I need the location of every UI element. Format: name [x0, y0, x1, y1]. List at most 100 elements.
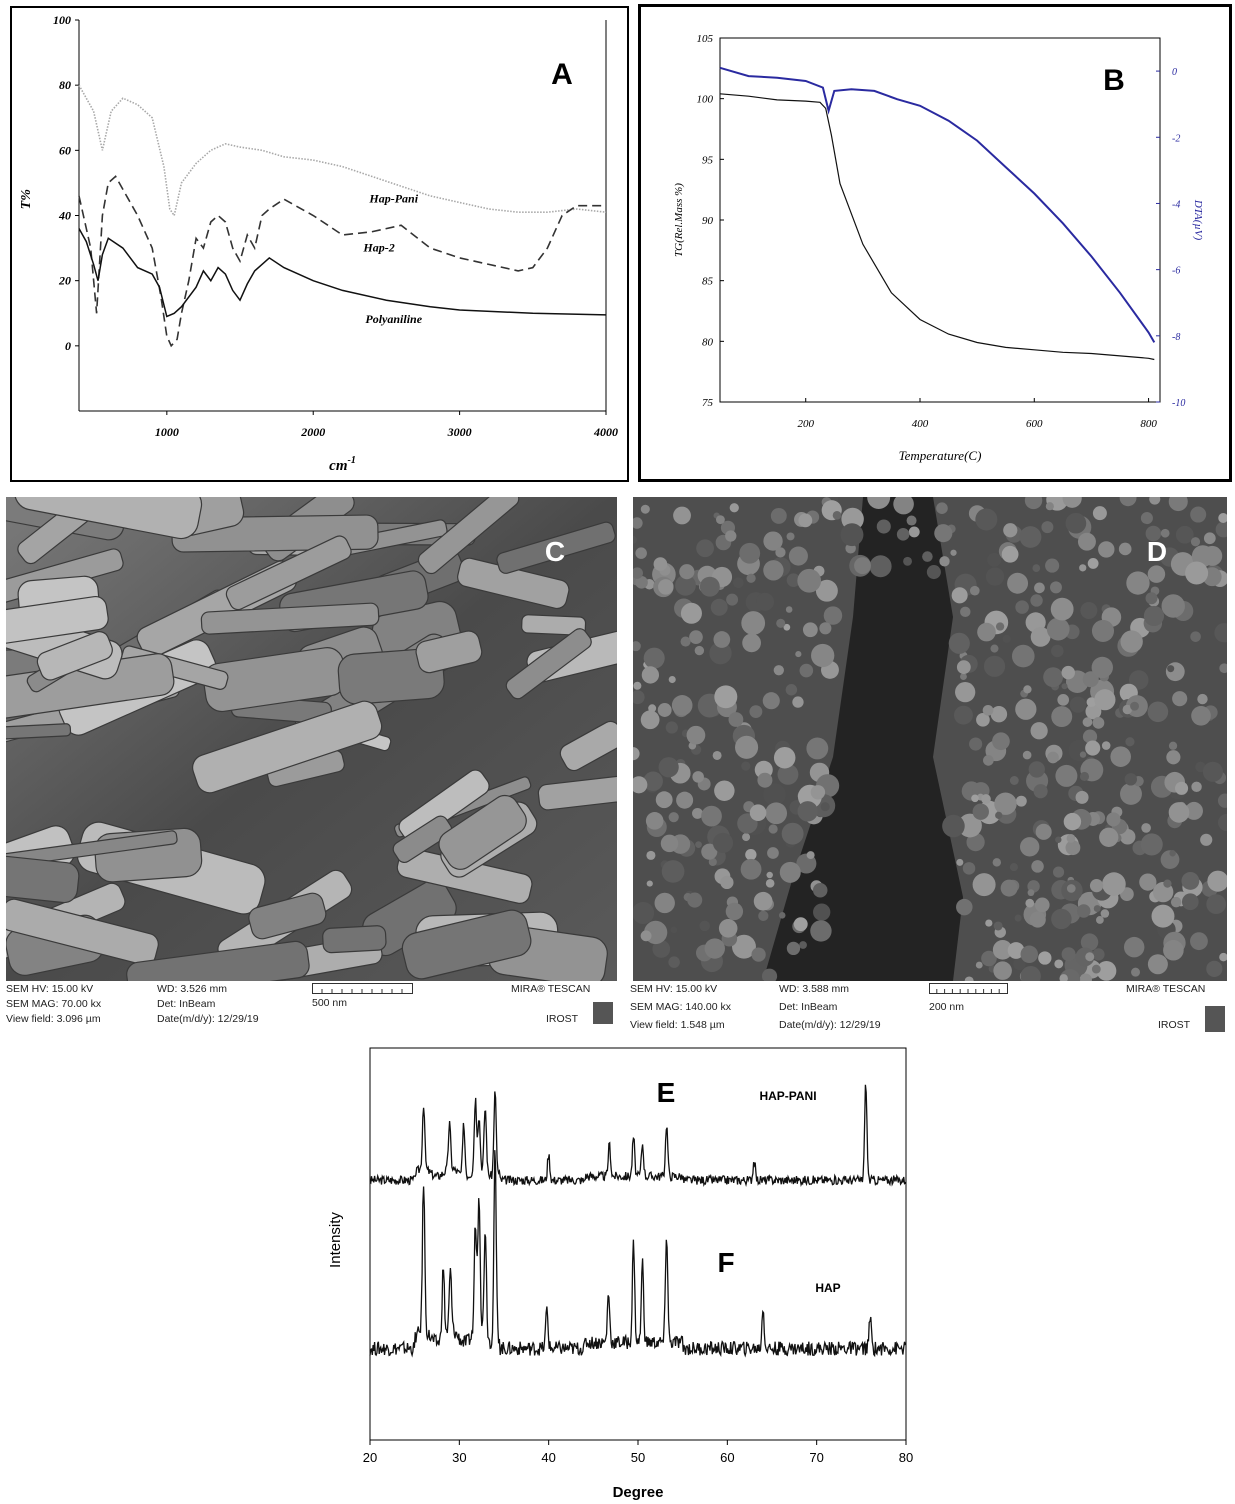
- sem-d-nanoparticle: [806, 851, 815, 860]
- sem-d-nanoparticle: [643, 647, 665, 669]
- sem-d-nanoparticle: [993, 961, 1012, 980]
- sem-d-nanoparticle: [785, 606, 793, 613]
- sem-d-nanoparticle: [1020, 945, 1039, 964]
- panel-a-x-tick-label: 1000: [155, 425, 179, 439]
- sem-d-nanoparticle: [960, 606, 971, 618]
- sem-c-crystal-flake: [505, 628, 592, 700]
- sem-c-crystal-flake: [248, 892, 327, 940]
- sem-d-nanoparticle: [1080, 601, 1098, 619]
- sem-d-nanoparticle: [1147, 565, 1166, 583]
- sem-d-nanoparticle: [635, 576, 648, 589]
- sem-d-nanoparticle: [714, 685, 738, 709]
- sem-d-nanoparticle: [745, 849, 757, 861]
- sem-d-nanoparticle: [1202, 545, 1223, 566]
- sem-d-nanoparticle: [668, 812, 679, 823]
- sem-d-nanoparticle: [1025, 898, 1035, 908]
- sem-d-nanoparticle: [1141, 823, 1151, 833]
- sem-d-nanoparticle: [1030, 594, 1043, 607]
- sem-d-nanoparticle: [1057, 694, 1070, 706]
- sem-c-crystal-flake: [36, 631, 113, 681]
- sem-d-nanoparticle: [1206, 960, 1223, 977]
- sem-d-nanoparticle: [1055, 836, 1062, 843]
- sem-d-nanoparticle: [1014, 914, 1022, 922]
- sem-c-date: Date(m/d/y): 12/29/19: [157, 1013, 259, 1025]
- sem-d-nanoparticle: [983, 755, 994, 766]
- sem-d-nanoparticle: [1024, 497, 1043, 510]
- sem-d-nanoparticle: [1125, 737, 1135, 747]
- sem-d-nanoparticle: [1161, 594, 1185, 618]
- sem-d-nanoparticle: [1054, 959, 1064, 969]
- sem-d-nanoparticle: [1131, 967, 1141, 977]
- sem-d-nanoparticle: [735, 735, 759, 759]
- sem-d-nanoparticle: [958, 813, 982, 838]
- sem-c-crystal-flake: [398, 769, 490, 844]
- sem-d-nanoparticle: [680, 636, 691, 647]
- sem-d-nanoparticle: [1202, 761, 1223, 782]
- panel-ef-x-tick-label: 80: [899, 1450, 913, 1465]
- sem-d-nanoparticle: [990, 705, 1008, 723]
- sem-d-nanoparticle: [795, 651, 802, 658]
- sem-d-nanoparticle: [749, 705, 763, 719]
- sem-c-crystal-flake: [559, 720, 617, 772]
- sem-d-nanoparticle: [1077, 532, 1096, 551]
- sem-d-nanoparticle: [1169, 850, 1176, 857]
- panel-a-series-label: Polyaniline: [365, 312, 422, 326]
- sem-d-nanoparticle: [1120, 630, 1143, 653]
- panel-a-series-label: Hap-Pani: [368, 191, 418, 205]
- sem-d-nanoparticle: [676, 791, 694, 809]
- sem-d-nanoparticle: [1101, 741, 1111, 750]
- sem-d-nanoparticle: [1085, 740, 1101, 756]
- sem-c-crystal-flake: [401, 909, 532, 980]
- sem-d-nanoparticle: [1106, 812, 1121, 827]
- sem-d-nanoparticle: [1172, 691, 1188, 707]
- sem-c-field: View field: 3.096 µm: [6, 1013, 101, 1025]
- sem-d-nanoparticle: [640, 930, 652, 942]
- sem-d-nanoparticle: [654, 892, 675, 914]
- sem-d-nanoparticle: [1051, 644, 1064, 658]
- sem-d-nanoparticle: [1011, 644, 1035, 668]
- sem-d-nanoparticle: [633, 901, 655, 925]
- panel-ef-x-tick-label: 60: [720, 1450, 734, 1465]
- sem-d-nanoparticle: [976, 712, 990, 727]
- panel-b-y2-tick-label: -8: [1172, 332, 1180, 343]
- sem-d-nanoparticle: [786, 941, 801, 956]
- sem-d-nanoparticle: [1076, 904, 1091, 918]
- sem-d-nanoparticle: [1197, 693, 1208, 705]
- sem-d-nanoparticle: [655, 791, 673, 809]
- sem-d-nanoparticle: [1206, 894, 1227, 915]
- sem-d-nanoparticle: [658, 757, 679, 778]
- panel-ef-plot-frame: [369, 1047, 907, 1441]
- sem-d-nanoparticle: [689, 630, 703, 644]
- sem-d-nanoparticle: [798, 513, 813, 528]
- sem-d-nanoparticle: [742, 633, 761, 653]
- sem-d-nanoparticle: [832, 510, 842, 520]
- sem-d-nanoparticle: [1015, 698, 1037, 720]
- sem-d-nanoparticle: [1050, 597, 1074, 621]
- panel-b-frame: [638, 4, 1232, 482]
- sem-d-nanoparticle: [1015, 795, 1027, 807]
- sem-d-nanoparticle: [725, 530, 737, 542]
- sem-d-nanoparticle: [1145, 592, 1158, 605]
- sem-d-nanoparticle: [802, 622, 818, 638]
- sem-d-nanoparticle: [823, 606, 843, 625]
- sem-d-nanoparticle: [969, 737, 983, 751]
- sem-d-nanoparticle: [777, 763, 799, 785]
- sem-d-nanoparticle: [668, 956, 680, 968]
- sem-d-nanoparticle: [645, 812, 664, 830]
- sem-d-nanoparticle: [708, 857, 717, 867]
- sem-d-nanoparticle: [792, 696, 804, 708]
- sem-d-date: Date(m/d/y): 12/29/19: [779, 1019, 881, 1031]
- sem-d-nanoparticle: [786, 573, 801, 587]
- sem-d-nanoparticle: [1001, 545, 1019, 563]
- sem-d-nanoparticle: [1029, 911, 1046, 928]
- sem-d-nanoparticle: [1079, 771, 1090, 782]
- sem-d-nanoparticle: [753, 891, 773, 911]
- sem-d-nanoparticle: [819, 622, 832, 635]
- panel-a-y-tick-label: 0: [65, 339, 71, 353]
- sem-d-wd: WD: 3.588 mm: [779, 983, 850, 995]
- sem-d-nanoparticle: [1055, 764, 1078, 787]
- sem-d-nanoparticle: [1065, 840, 1081, 856]
- sem-d-nanoparticle: [680, 602, 702, 624]
- sem-d-nanoparticle: [1059, 974, 1068, 981]
- sem-d-nanoparticle: [1190, 932, 1208, 951]
